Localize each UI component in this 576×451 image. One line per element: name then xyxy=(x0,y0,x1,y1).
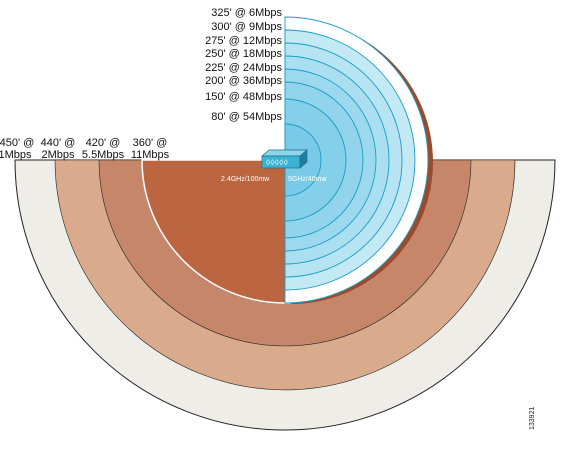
label-5ghz-225ft: 225' @ 24Mbps xyxy=(205,62,282,74)
label-5ghz-275ft: 275' @ 12Mbps xyxy=(205,35,282,47)
label-24-360ft-rate: 11Mbps xyxy=(131,149,170,161)
figure-number: 133921 xyxy=(529,407,536,430)
label-24-420ft-rate: 5.5Mbps xyxy=(82,149,125,161)
label-24-450ft-range: 450' @ xyxy=(0,137,34,149)
label-5ghz-80ft: 80' @ 54Mbps xyxy=(211,111,282,123)
label-24-450ft-rate: 1Mbps xyxy=(0,149,32,161)
access-point-icon: ◊◊◊◊◊ xyxy=(261,149,308,169)
label-5ghz-250ft: 250' @ 18Mbps xyxy=(205,48,282,60)
labels-24ghz: 450' @ 1Mbps 440' @ 2Mbps 420' @ 5.5Mbps… xyxy=(0,137,170,161)
radio-24-label: 2.4GHz/100mw xyxy=(221,176,270,183)
label-5ghz-300ft: 300' @ 9Mbps xyxy=(211,21,282,33)
label-24-360ft-range: 360' @ xyxy=(133,137,168,149)
label-24-440ft-rate: 2Mbps xyxy=(41,149,75,161)
label-24-420ft-range: 420' @ xyxy=(86,137,121,149)
label-5ghz-150ft: 150' @ 48Mbps xyxy=(205,91,282,103)
label-5ghz-200ft: 200' @ 36Mbps xyxy=(205,75,282,87)
lobe-5ghz xyxy=(284,16,429,304)
label-24-440ft-range: 440' @ xyxy=(41,137,76,149)
svg-text:◊◊◊◊◊: ◊◊◊◊◊ xyxy=(266,158,288,167)
labels-5ghz: 325' @ 6Mbps 300' @ 9Mbps 275' @ 12Mbps … xyxy=(205,7,282,123)
radio-5-label: 5GHz/40mw xyxy=(288,176,327,183)
label-5ghz-325ft: 325' @ 6Mbps xyxy=(211,7,282,19)
